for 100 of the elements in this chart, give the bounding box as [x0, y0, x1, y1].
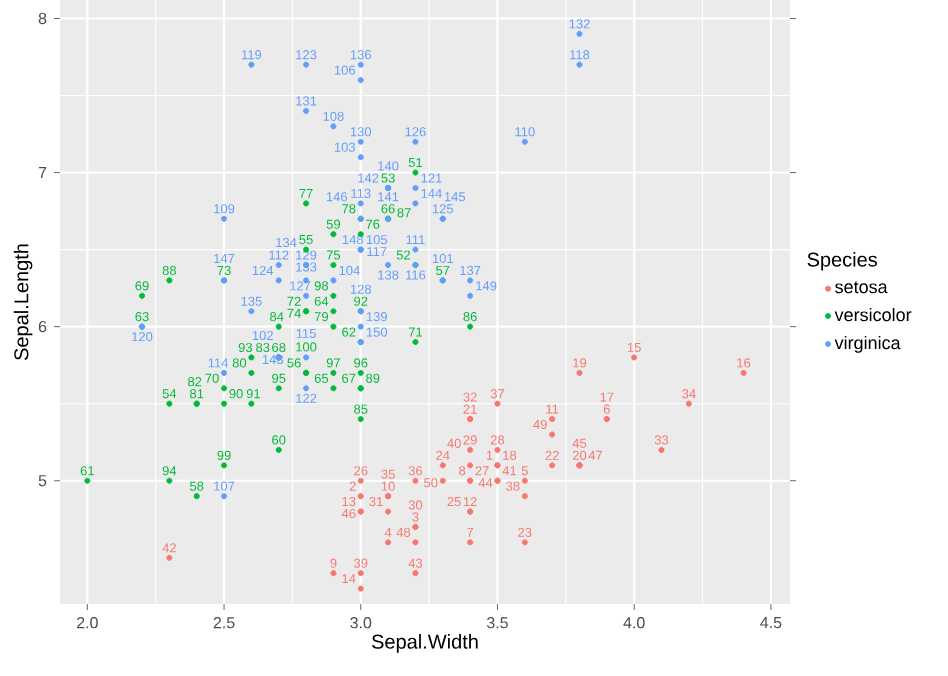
point [221, 385, 228, 392]
point [248, 369, 255, 376]
y-tick-label: 6 [38, 320, 47, 333]
x-tick-label: 2.0 [77, 617, 98, 629]
point [467, 539, 474, 546]
point [385, 262, 392, 269]
point [166, 400, 173, 407]
x-tick-label: 4.0 [623, 617, 645, 629]
point [330, 231, 337, 238]
point [357, 77, 364, 84]
point [357, 570, 364, 577]
point [275, 262, 282, 269]
point [303, 385, 310, 392]
point [248, 354, 255, 361]
point [412, 246, 419, 253]
x-axis-title: Sepal.Width [372, 634, 478, 653]
point [357, 416, 364, 423]
legend-label: setosa [835, 281, 888, 294]
point [412, 339, 419, 346]
point [248, 400, 255, 407]
point [467, 323, 474, 330]
legend-label: versicolor [834, 308, 912, 322]
point [549, 416, 556, 423]
point [467, 292, 474, 299]
point [412, 138, 419, 145]
point [303, 354, 310, 361]
point [139, 292, 146, 299]
point [412, 539, 419, 546]
point [439, 477, 446, 484]
point [303, 61, 310, 68]
point [357, 154, 364, 161]
point [494, 400, 501, 407]
point [275, 277, 282, 284]
point [166, 477, 173, 484]
point [521, 493, 528, 500]
point [412, 184, 419, 191]
point [658, 446, 665, 453]
point [576, 30, 583, 37]
point [357, 323, 364, 330]
point [303, 292, 310, 299]
point [357, 200, 364, 207]
point [330, 292, 337, 299]
point [412, 570, 419, 577]
point [330, 369, 337, 376]
point [521, 477, 528, 484]
point [576, 369, 583, 376]
point [467, 277, 474, 284]
x-tick-label: 3.0 [350, 617, 372, 629]
point [412, 200, 419, 207]
point [303, 200, 310, 207]
point [166, 277, 173, 284]
point [357, 138, 364, 145]
point [275, 385, 282, 392]
legend-label: virginica [834, 336, 901, 353]
point [303, 107, 310, 114]
point [330, 123, 337, 130]
point [357, 369, 364, 376]
point [685, 400, 692, 407]
point [357, 61, 364, 68]
y-tick-label: 7 [38, 167, 47, 179]
point [330, 385, 337, 392]
point [248, 61, 255, 68]
point [357, 477, 364, 484]
y-tick-label: 8 [38, 12, 47, 25]
y-tick-label: 5 [38, 475, 47, 487]
point [221, 215, 228, 222]
point [166, 554, 173, 561]
point [221, 493, 228, 500]
point [330, 277, 337, 284]
point [330, 323, 337, 330]
point [193, 493, 200, 500]
point [275, 446, 282, 453]
point [330, 262, 337, 269]
x-tick-label: 2.5 [213, 617, 235, 629]
point [221, 462, 228, 469]
point [385, 508, 392, 515]
point [84, 477, 91, 484]
point [631, 354, 638, 361]
point [385, 539, 392, 546]
x-tick-label: 3.5 [486, 617, 508, 629]
point [275, 323, 282, 330]
point [494, 446, 501, 453]
point [467, 462, 474, 469]
point [248, 308, 255, 315]
point [439, 462, 446, 469]
point [549, 462, 556, 469]
point [221, 400, 228, 407]
point [576, 61, 583, 68]
point [221, 369, 228, 376]
point [357, 493, 364, 500]
x-tick-label: 4.5 [760, 617, 782, 629]
y-axis-title: Sepal.Length [13, 244, 33, 361]
point [740, 369, 747, 376]
point [549, 431, 556, 438]
point [412, 169, 419, 176]
point [357, 585, 364, 592]
point [330, 570, 337, 577]
point [521, 138, 528, 145]
point [467, 446, 474, 453]
point [330, 308, 337, 315]
